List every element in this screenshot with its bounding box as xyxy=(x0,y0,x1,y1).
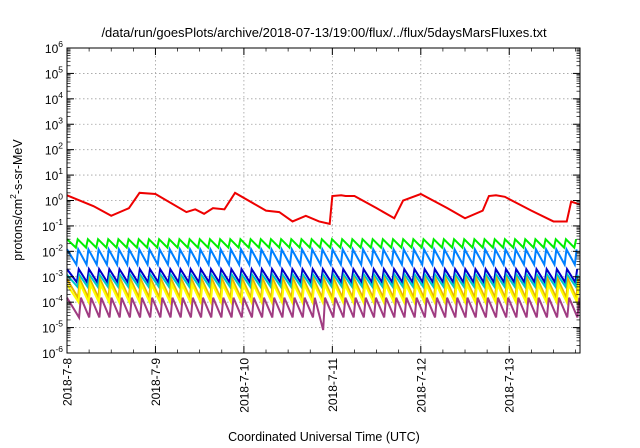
y-tick-label: 102 xyxy=(45,141,63,158)
y-tick-base: 10 xyxy=(42,296,56,310)
y-tick-label: 101 xyxy=(45,166,63,183)
y-tick-base: 10 xyxy=(45,118,59,132)
axis-ticks xyxy=(66,47,580,354)
series-line xyxy=(66,275,580,302)
x-tick-label: 2018-7-13 xyxy=(503,358,517,413)
y-tick-base: 10 xyxy=(42,271,56,285)
y-axis-label-exp: 2 xyxy=(8,194,18,199)
y-tick-exp: -3 xyxy=(55,268,63,278)
y-tick-exp: -1 xyxy=(55,217,63,227)
y-tick-exp: 2 xyxy=(58,141,63,151)
y-tick-label: 106 xyxy=(45,39,63,56)
y-tick-exp: 4 xyxy=(58,90,63,100)
y-tick-label: 105 xyxy=(45,64,63,81)
y-tick-label: 100 xyxy=(45,192,63,209)
series-line xyxy=(66,266,579,286)
x-tick-labels: 2018-7-8 2018-7-9 2018-7-10 2018-7-11 2018-7… xyxy=(61,358,517,413)
y-tick-base: 10 xyxy=(42,347,56,361)
chart-title: /data/run/goesPlots/archive/2018-07-13/1… xyxy=(101,25,547,40)
y-tick-base: 10 xyxy=(45,169,59,183)
y-tick-base: 10 xyxy=(42,322,56,336)
x-tick-label: 2018-7-11 xyxy=(326,358,340,412)
y-tick-exp: 6 xyxy=(58,39,63,49)
y-tick-exp: -4 xyxy=(55,293,63,303)
y-tick-label: 10-6 xyxy=(42,344,63,361)
series-line xyxy=(66,272,579,290)
y-tick-label: 10-4 xyxy=(42,293,63,310)
y-tick-base: 10 xyxy=(45,195,59,209)
y-tick-label: 103 xyxy=(45,115,63,132)
series-line xyxy=(66,297,581,331)
x-tick-label: 2018-7-8 xyxy=(61,358,75,406)
y-tick-exp: 1 xyxy=(58,166,63,176)
series-line xyxy=(66,246,578,268)
x-tick-label: 2018-7-9 xyxy=(149,358,163,406)
y-tick-base: 10 xyxy=(45,67,59,81)
y-tick-exp: -5 xyxy=(55,319,63,329)
y-axis-label-rest: -s-sr-MeV xyxy=(11,139,25,195)
y-tick-exp: 3 xyxy=(58,115,63,125)
series-line xyxy=(66,280,580,306)
y-tick-label: 104 xyxy=(45,90,63,107)
y-tick-exp: 0 xyxy=(58,192,63,202)
y-tick-label: 10-1 xyxy=(42,217,63,234)
y-tick-label: 10-5 xyxy=(42,319,63,336)
y-tick-label: 10-3 xyxy=(42,268,63,285)
y-tick-base: 10 xyxy=(45,42,59,56)
y-tick-base: 10 xyxy=(42,245,56,259)
y-tick-base: 10 xyxy=(45,144,59,158)
series-line xyxy=(66,237,578,250)
x-tick-label: 2018-7-10 xyxy=(237,358,251,413)
x-axis-label: Coordinated Universal Time (UTC) xyxy=(228,430,420,444)
y-tick-label: 10-2 xyxy=(42,242,63,259)
series-group xyxy=(66,191,581,331)
y-tick-base: 10 xyxy=(42,220,56,234)
y-axis-label: protons/cm2-s-sr-MeV xyxy=(8,139,25,261)
x-tick-label: 2018-7-12 xyxy=(414,358,428,413)
y-axis-label-main: protons/cm xyxy=(11,199,25,261)
y-tick-exp: 5 xyxy=(58,64,63,74)
y-tick-base: 10 xyxy=(45,93,59,107)
y-tick-labels: 10-610-510-410-310-210-11001011021031041… xyxy=(42,39,63,361)
y-tick-exp: -6 xyxy=(55,344,63,354)
y-tick-exp: -2 xyxy=(55,242,63,252)
series-line xyxy=(66,191,581,226)
